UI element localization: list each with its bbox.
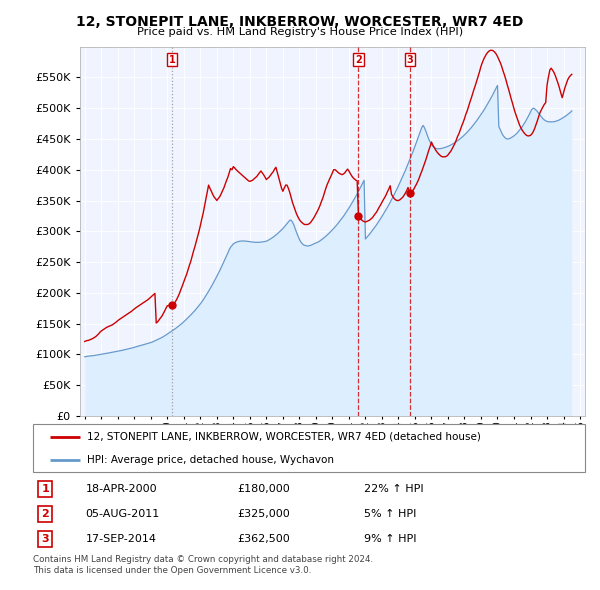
Text: 3: 3 bbox=[407, 54, 413, 64]
Text: 3: 3 bbox=[41, 534, 49, 544]
Text: 17-SEP-2014: 17-SEP-2014 bbox=[85, 534, 157, 544]
Text: 22% ↑ HPI: 22% ↑ HPI bbox=[364, 484, 424, 494]
Text: 2: 2 bbox=[355, 54, 362, 64]
Text: 5% ↑ HPI: 5% ↑ HPI bbox=[364, 509, 416, 519]
Text: This data is licensed under the Open Government Licence v3.0.: This data is licensed under the Open Gov… bbox=[33, 566, 311, 575]
Text: 2: 2 bbox=[41, 509, 49, 519]
Text: Contains HM Land Registry data © Crown copyright and database right 2024.: Contains HM Land Registry data © Crown c… bbox=[33, 555, 373, 563]
Text: 12, STONEPIT LANE, INKBERROW, WORCESTER, WR7 4ED (detached house): 12, STONEPIT LANE, INKBERROW, WORCESTER,… bbox=[87, 432, 481, 442]
FancyBboxPatch shape bbox=[33, 424, 585, 472]
Text: 1: 1 bbox=[41, 484, 49, 494]
Text: 9% ↑ HPI: 9% ↑ HPI bbox=[364, 534, 416, 544]
Text: 05-AUG-2011: 05-AUG-2011 bbox=[85, 509, 160, 519]
Text: HPI: Average price, detached house, Wychavon: HPI: Average price, detached house, Wych… bbox=[87, 455, 334, 465]
Text: 18-APR-2000: 18-APR-2000 bbox=[85, 484, 157, 494]
Text: £325,000: £325,000 bbox=[237, 509, 290, 519]
Text: 12, STONEPIT LANE, INKBERROW, WORCESTER, WR7 4ED: 12, STONEPIT LANE, INKBERROW, WORCESTER,… bbox=[76, 15, 524, 29]
Text: £180,000: £180,000 bbox=[237, 484, 290, 494]
Text: £362,500: £362,500 bbox=[237, 534, 290, 544]
Text: Price paid vs. HM Land Registry's House Price Index (HPI): Price paid vs. HM Land Registry's House … bbox=[137, 27, 463, 37]
Text: 1: 1 bbox=[169, 54, 175, 64]
